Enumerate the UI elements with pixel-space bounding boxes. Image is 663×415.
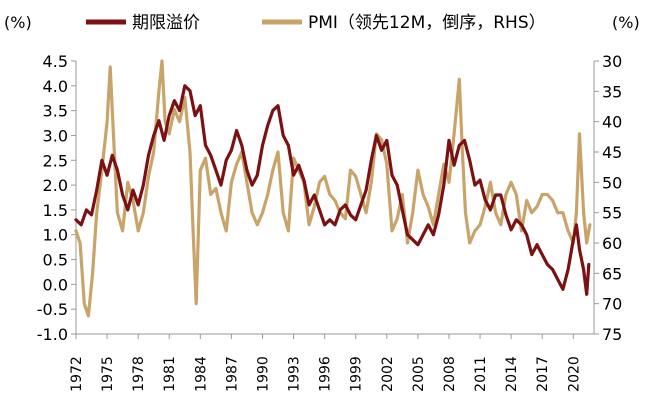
legend: 期限溢价 PMI（领先12M，倒序，RHS）	[86, 13, 546, 33]
x-tick-label: 1972	[69, 356, 85, 392]
right-tick-label: 45	[602, 143, 622, 162]
right-tick-label: 50	[602, 173, 622, 192]
right-axis-ticks: 30 35 40 45 50 55 60 65 70 75	[594, 52, 622, 344]
right-tick-label: 35	[602, 82, 622, 101]
axes	[75, 61, 595, 335]
right-tick-label: 65	[602, 264, 622, 283]
x-tick-label: 1996	[318, 356, 334, 392]
right-tick-label: 55	[602, 204, 622, 223]
x-tick-label: 1987	[224, 356, 240, 392]
right-tick-label: 30	[602, 52, 622, 71]
left-tick-label: 3.0	[43, 126, 68, 145]
left-tick-label: 2.5	[43, 151, 68, 170]
series-line-term-premium	[74, 84, 591, 296]
x-axis-ticks: 1972 1975 1978 1981 1984 1987 1990 1993 1996 1999…	[69, 334, 582, 392]
left-axis-ticks: 4.5 4.0 3.5 3.0 2.5 2.0 1.5 1.0 0.5 0.0 -0.5 -1.0	[37, 52, 76, 344]
left-tick-label: 1.5	[43, 201, 68, 220]
left-tick-label: 1.0	[43, 226, 68, 245]
left-axis-unit: (%)	[4, 13, 32, 32]
x-tick-label: 2002	[380, 356, 396, 392]
right-tick-label: 60	[602, 234, 622, 253]
x-tick-label: 2017	[535, 356, 551, 392]
x-tick-label: 1984	[193, 356, 209, 392]
left-tick-label: 2.0	[43, 176, 68, 195]
series-lines	[74, 59, 592, 318]
x-tick-label: 1990	[255, 356, 271, 392]
x-tick-label: 1981	[162, 356, 178, 392]
legend-label-pmi: PMI（领先12M，倒序，RHS）	[308, 13, 546, 33]
right-axis-unit: (%)	[612, 13, 640, 32]
left-tick-label: 4.0	[43, 77, 68, 96]
x-tick-label: 2005	[411, 356, 427, 392]
x-tick-label: 1993	[287, 356, 303, 392]
x-tick-label: 2020	[566, 356, 582, 392]
legend-label-term-premium: 期限溢价	[132, 13, 200, 33]
left-tick-label: 4.5	[43, 52, 68, 71]
right-tick-label: 40	[602, 113, 622, 132]
right-tick-label: 70	[602, 295, 622, 314]
left-tick-label: -1.0	[37, 325, 68, 344]
x-tick-label: 2011	[473, 356, 489, 392]
right-tick-label: 75	[602, 325, 622, 344]
x-tick-label: 2014	[504, 356, 520, 392]
x-tick-label: 1978	[131, 356, 147, 392]
left-tick-label: 0.0	[43, 275, 68, 294]
x-tick-label: 2008	[442, 356, 458, 392]
left-tick-label: -0.5	[37, 300, 68, 319]
left-tick-label: 3.5	[43, 102, 68, 121]
left-tick-label: 0.5	[43, 251, 68, 270]
series-line-pmi	[74, 59, 592, 318]
x-tick-label: 1975	[100, 356, 116, 392]
x-tick-label: 1999	[349, 356, 365, 392]
